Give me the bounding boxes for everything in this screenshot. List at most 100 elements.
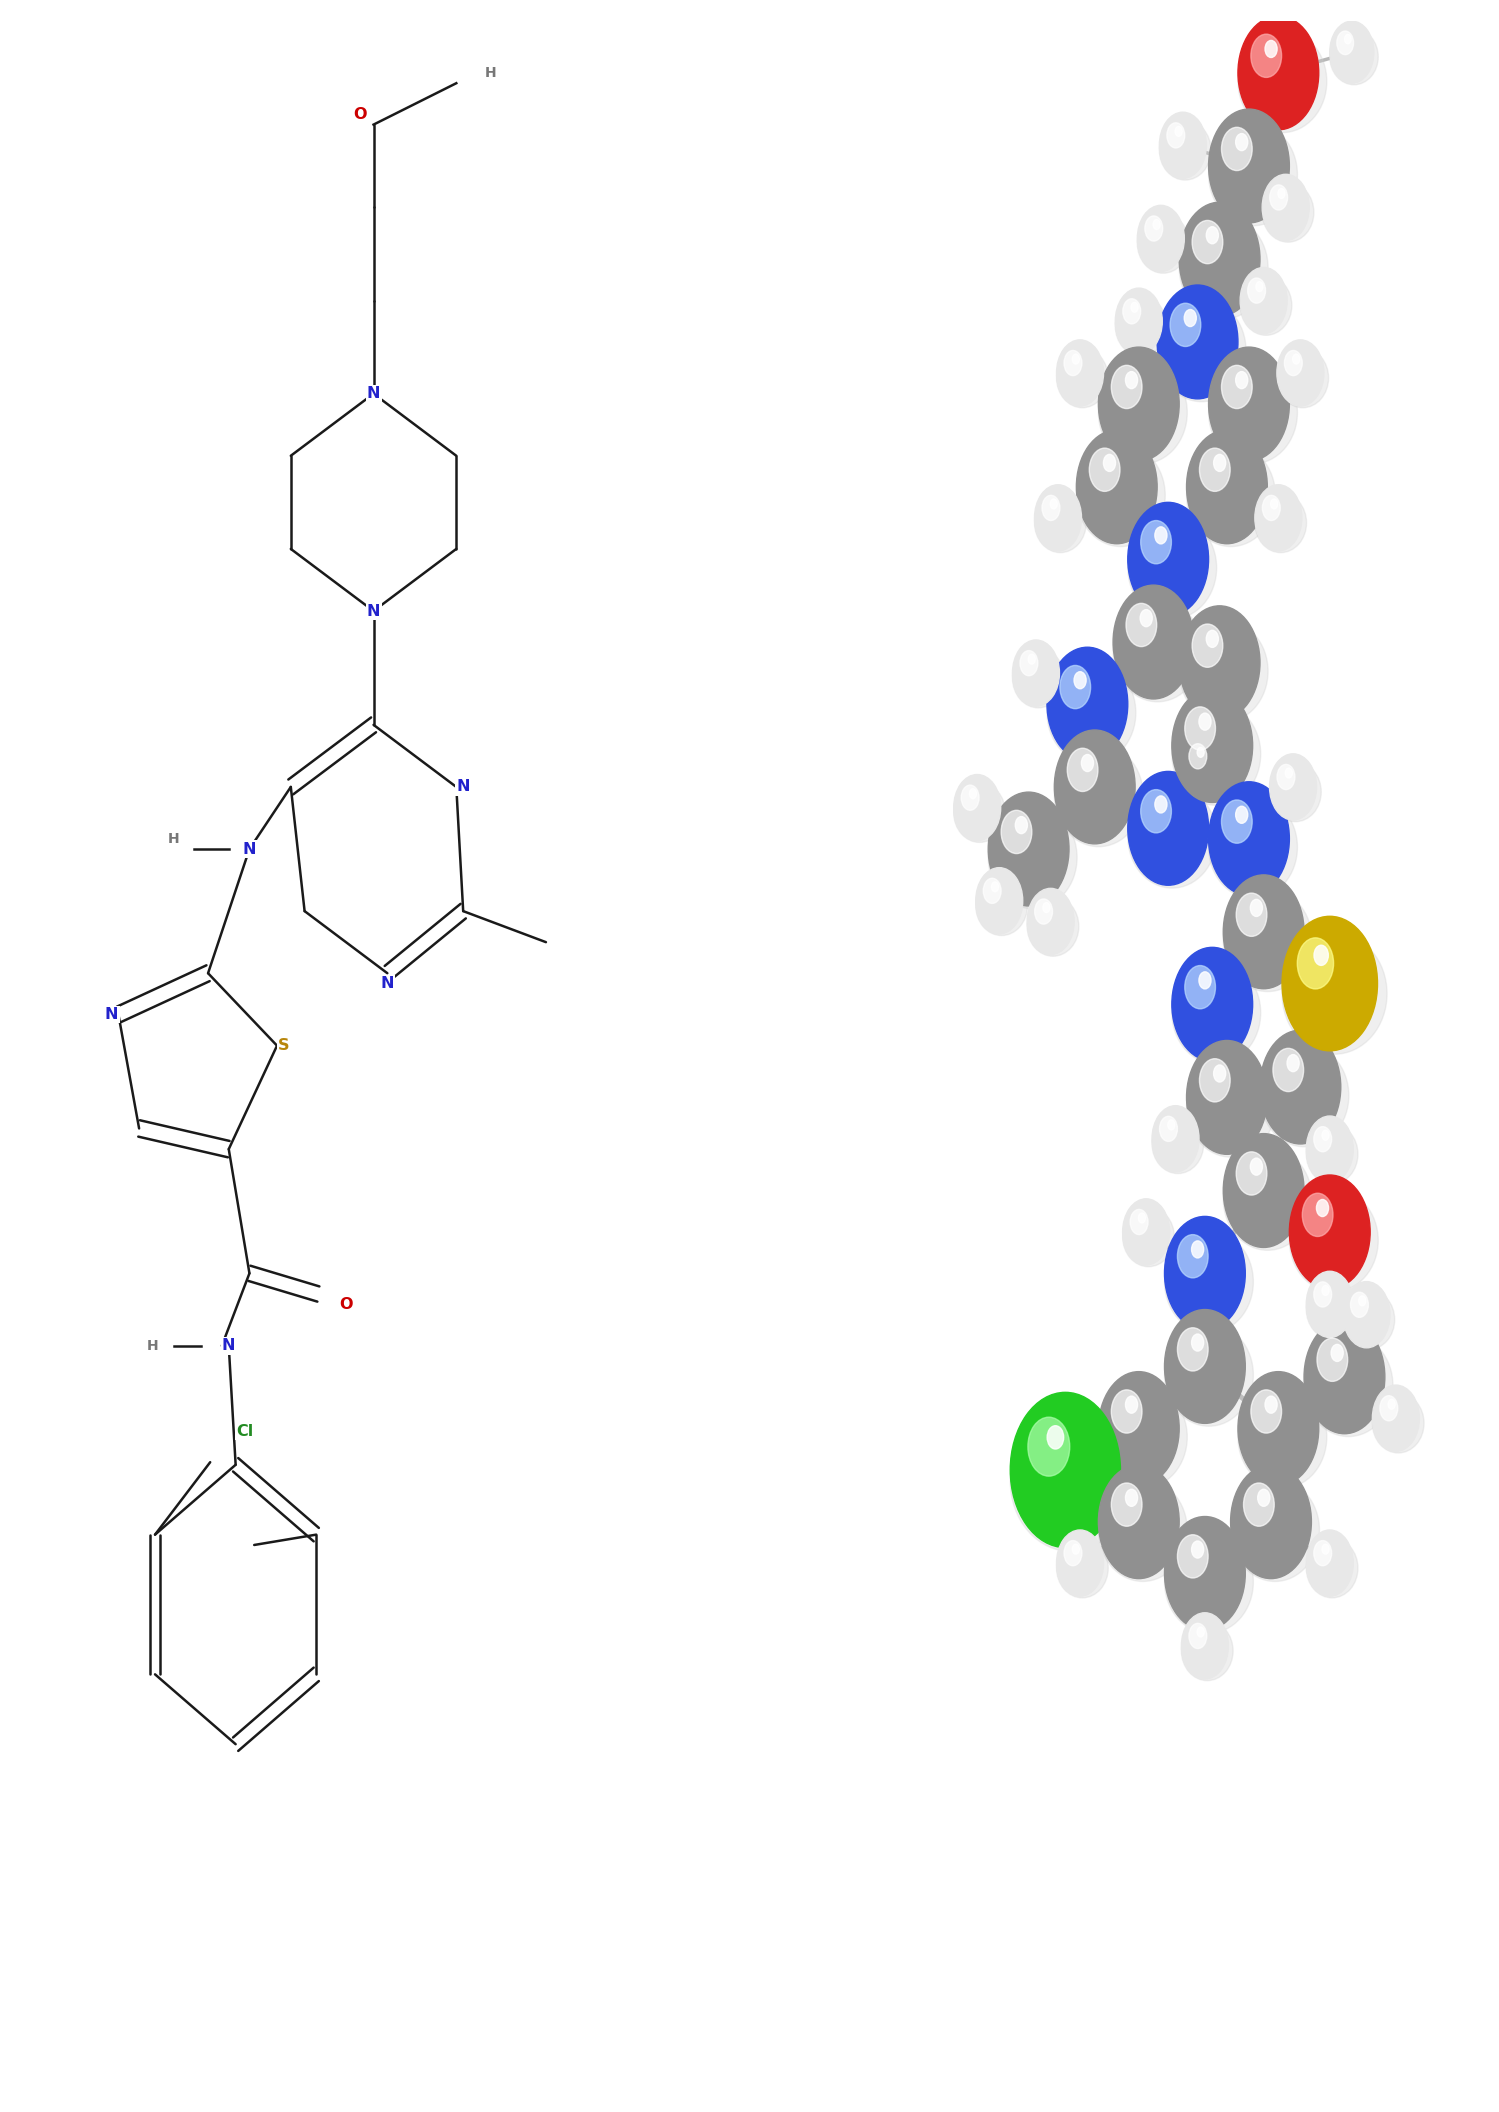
Text: O: O — [339, 1297, 352, 1312]
Circle shape — [1181, 1614, 1228, 1679]
Circle shape — [1192, 1242, 1204, 1259]
Circle shape — [1231, 1466, 1312, 1578]
Text: O: O — [352, 108, 367, 122]
Circle shape — [1075, 672, 1087, 689]
Circle shape — [1099, 1466, 1180, 1578]
Circle shape — [1145, 215, 1163, 241]
Ellipse shape — [1012, 648, 1064, 708]
Circle shape — [961, 786, 979, 811]
Circle shape — [1115, 287, 1162, 355]
Circle shape — [1292, 355, 1300, 363]
Ellipse shape — [1159, 120, 1211, 180]
Ellipse shape — [1138, 213, 1189, 272]
Circle shape — [1199, 448, 1231, 492]
Circle shape — [1250, 1390, 1282, 1434]
Circle shape — [1289, 1174, 1370, 1288]
Text: N: N — [222, 1339, 235, 1354]
Circle shape — [953, 775, 1001, 841]
Circle shape — [1130, 1210, 1148, 1236]
Ellipse shape — [1054, 743, 1144, 847]
Text: N: N — [105, 1007, 118, 1022]
Circle shape — [1042, 496, 1060, 520]
Circle shape — [1255, 486, 1301, 551]
Circle shape — [1114, 585, 1193, 699]
Circle shape — [1256, 281, 1264, 291]
Circle shape — [1111, 1483, 1142, 1527]
Circle shape — [1067, 748, 1097, 792]
Circle shape — [1138, 1212, 1145, 1223]
Circle shape — [1060, 665, 1091, 710]
Text: N: N — [367, 386, 381, 401]
Ellipse shape — [1238, 1385, 1327, 1489]
Ellipse shape — [1181, 1622, 1234, 1681]
Circle shape — [1343, 1282, 1390, 1347]
Ellipse shape — [1238, 30, 1327, 133]
Ellipse shape — [1123, 1208, 1174, 1267]
Circle shape — [1153, 1107, 1199, 1172]
Circle shape — [1265, 40, 1277, 57]
Circle shape — [1381, 1396, 1397, 1421]
Circle shape — [1043, 902, 1049, 912]
Ellipse shape — [1343, 1290, 1394, 1350]
Circle shape — [1057, 1529, 1103, 1597]
Ellipse shape — [1099, 1478, 1187, 1582]
Text: H: H — [486, 65, 496, 80]
Circle shape — [1235, 133, 1247, 150]
Circle shape — [1306, 1115, 1354, 1183]
Circle shape — [1322, 1286, 1330, 1295]
Circle shape — [1111, 365, 1142, 408]
Circle shape — [1214, 454, 1226, 471]
Ellipse shape — [1099, 1385, 1187, 1489]
Circle shape — [1157, 285, 1238, 399]
Circle shape — [1208, 110, 1289, 224]
Ellipse shape — [1240, 277, 1292, 336]
Circle shape — [1223, 1134, 1304, 1248]
Circle shape — [1214, 1064, 1226, 1081]
Circle shape — [1288, 1054, 1300, 1071]
Ellipse shape — [1057, 348, 1108, 408]
Circle shape — [1126, 372, 1138, 389]
Circle shape — [1222, 365, 1252, 408]
Ellipse shape — [1373, 1394, 1424, 1453]
Ellipse shape — [1099, 361, 1187, 465]
Circle shape — [1181, 733, 1228, 798]
Circle shape — [1250, 900, 1262, 917]
Ellipse shape — [1180, 215, 1268, 319]
Ellipse shape — [1231, 1478, 1319, 1582]
Ellipse shape — [1277, 348, 1328, 408]
Circle shape — [1111, 1390, 1142, 1434]
Circle shape — [1250, 1157, 1262, 1174]
Circle shape — [1223, 874, 1304, 988]
Ellipse shape — [953, 784, 1006, 843]
Circle shape — [1154, 796, 1166, 813]
Circle shape — [1123, 298, 1141, 323]
Circle shape — [1099, 1371, 1180, 1485]
Circle shape — [1153, 220, 1160, 230]
Circle shape — [1237, 1151, 1267, 1195]
Circle shape — [1238, 1371, 1319, 1485]
Circle shape — [1172, 689, 1253, 803]
Circle shape — [1076, 431, 1157, 543]
Circle shape — [1141, 610, 1153, 627]
Ellipse shape — [1223, 889, 1312, 991]
Text: N: N — [381, 976, 394, 991]
Circle shape — [1189, 743, 1207, 769]
Circle shape — [1261, 1031, 1340, 1145]
Circle shape — [1165, 1516, 1246, 1630]
Ellipse shape — [988, 807, 1078, 908]
Ellipse shape — [1187, 444, 1276, 547]
Circle shape — [983, 879, 1001, 904]
Circle shape — [1199, 972, 1211, 988]
Circle shape — [1057, 340, 1103, 406]
Circle shape — [1127, 771, 1208, 885]
Ellipse shape — [1172, 961, 1261, 1064]
Circle shape — [1198, 748, 1204, 758]
Ellipse shape — [1172, 703, 1261, 805]
Circle shape — [1165, 1217, 1246, 1331]
Ellipse shape — [1208, 122, 1298, 226]
Circle shape — [1064, 351, 1082, 376]
Ellipse shape — [1034, 492, 1087, 553]
Circle shape — [1337, 32, 1354, 55]
Circle shape — [1318, 1339, 1348, 1381]
Circle shape — [1277, 765, 1295, 790]
